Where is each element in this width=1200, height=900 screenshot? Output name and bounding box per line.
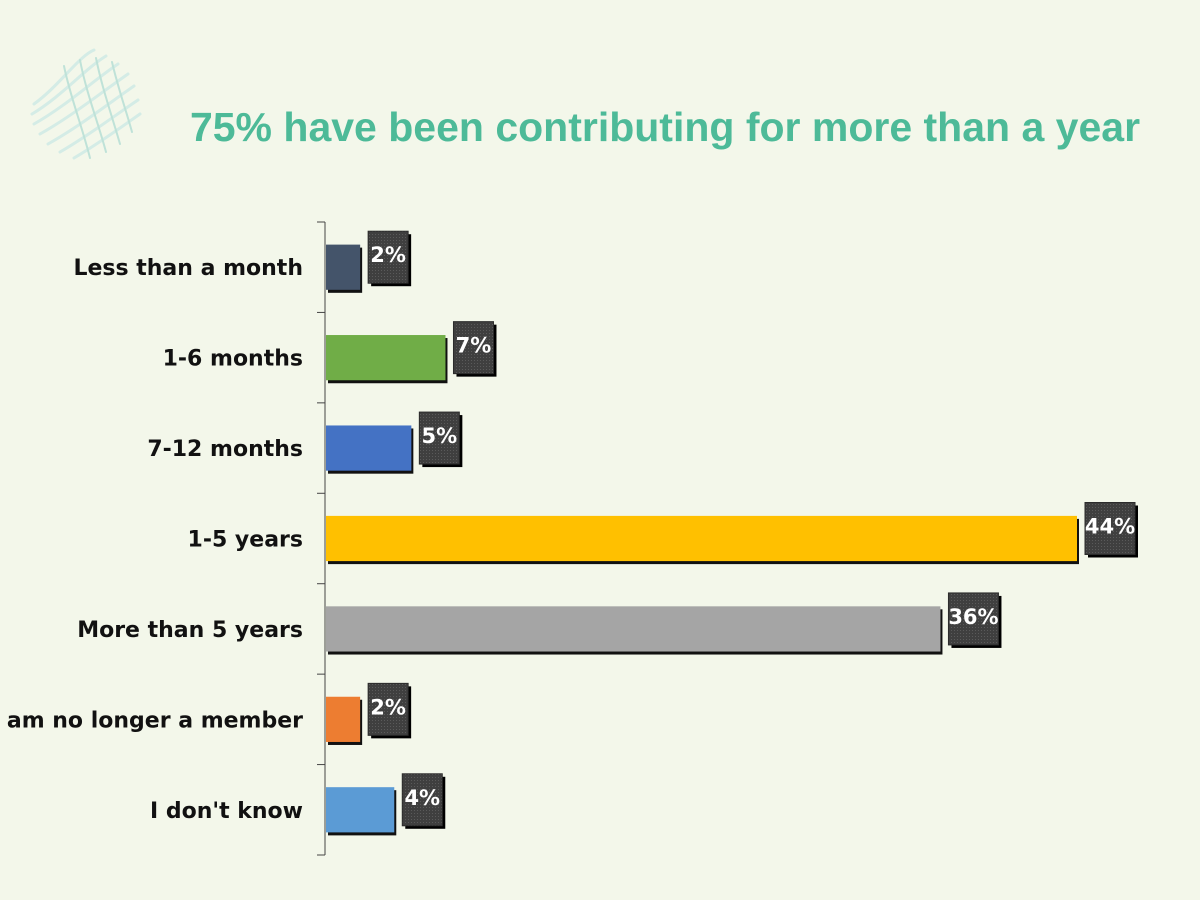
category-label: 7-12 months	[147, 437, 303, 462]
value-label: 7%	[456, 334, 492, 358]
labels-group: Less than a month 2% 1-6 months 7% 7-12 mont…	[0, 230, 1138, 829]
y-axis	[317, 221, 326, 856]
logo-icon	[30, 48, 142, 160]
category-label: 1-5 years	[188, 528, 303, 553]
category-label: 1-6 months	[163, 347, 303, 372]
page-title: 75% have been contributing for more than…	[189, 104, 1141, 150]
category-label: I am no longer a member	[0, 708, 303, 733]
value-label: 2%	[370, 695, 406, 719]
bar	[326, 787, 395, 833]
bar	[326, 515, 1077, 562]
bars-group	[326, 244, 1079, 836]
bar	[326, 335, 446, 381]
value-label-box	[418, 411, 460, 465]
value-label: 44%	[1085, 515, 1135, 539]
category-label: Less than a month	[73, 256, 303, 281]
bar	[326, 696, 361, 742]
bar	[326, 425, 412, 471]
bar	[326, 606, 941, 652]
value-label-box	[401, 773, 443, 827]
value-label-box	[452, 321, 494, 375]
value-label: 36%	[948, 605, 998, 629]
value-label-box	[367, 230, 409, 284]
value-label-box	[1084, 502, 1136, 555]
bar	[326, 244, 361, 290]
category-label: More than 5 years	[77, 618, 303, 643]
value-label: 2%	[370, 243, 406, 267]
value-label-box	[367, 682, 409, 736]
category-label: I don't know	[150, 799, 303, 824]
value-label-box	[947, 592, 999, 646]
value-label: 4%	[404, 786, 440, 810]
value-label: 5%	[422, 424, 458, 448]
